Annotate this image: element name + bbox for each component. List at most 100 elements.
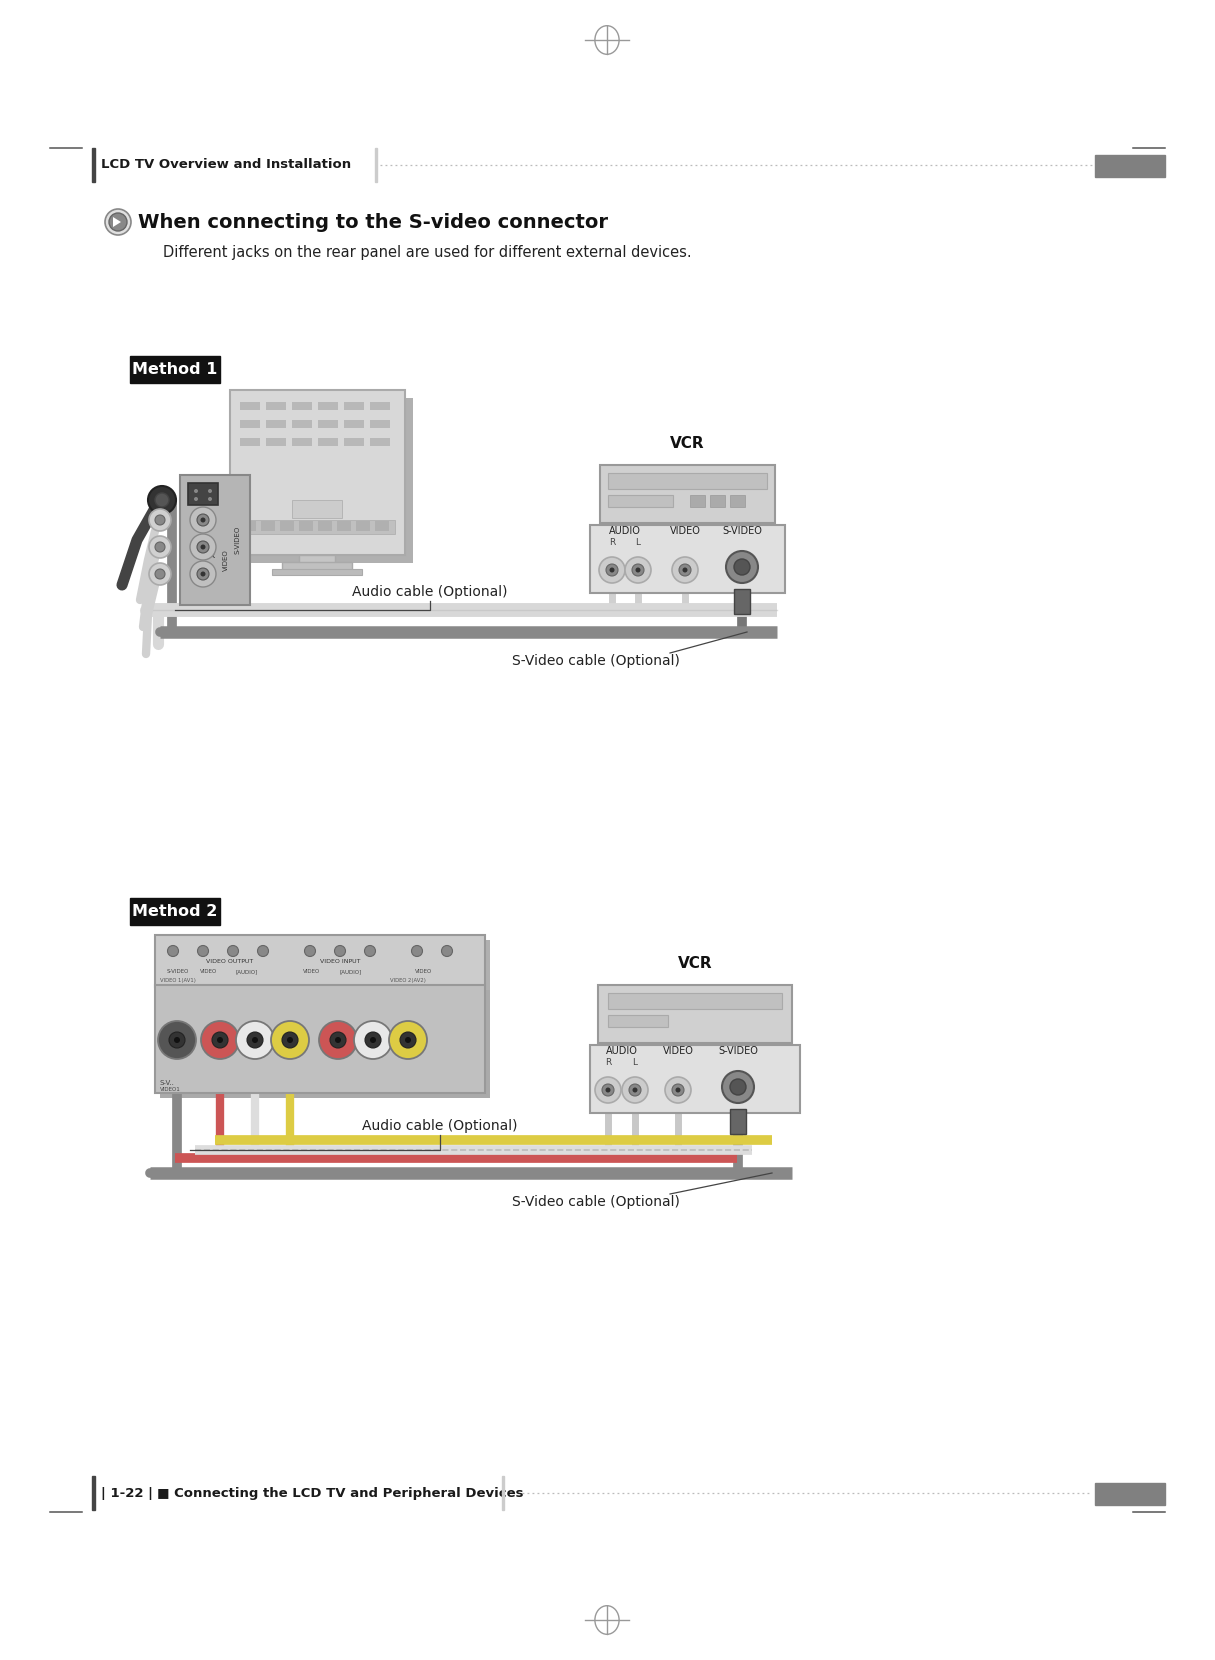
Bar [318,420,338,428]
Bar [241,438,260,447]
Circle shape [320,1021,357,1059]
Circle shape [156,515,165,525]
Circle shape [271,1021,309,1059]
Circle shape [197,568,209,579]
Circle shape [622,1077,648,1102]
Circle shape [149,563,171,584]
Bar [730,1109,746,1134]
Bar [160,940,490,993]
Text: VIDEO OUTPUT: VIDEO OUTPUT [207,959,254,964]
Circle shape [197,541,209,553]
Text: [AUDIO]: [AUDIO] [234,969,258,974]
Circle shape [441,946,452,956]
Circle shape [606,564,618,576]
Circle shape [149,510,171,531]
Circle shape [287,1038,293,1042]
Bar [318,438,338,447]
Bar [230,390,405,554]
Text: LCD TV Overview and Installation: LCD TV Overview and Installation [101,158,351,171]
Circle shape [227,946,238,956]
Circle shape [156,569,165,579]
Bar [160,989,490,1097]
Circle shape [633,1087,638,1092]
Bar [156,935,485,988]
Bar [266,402,286,410]
Text: VIDEO INPUT: VIDEO INPUT [320,959,361,964]
Bar [279,521,294,531]
Bar [608,495,673,506]
Bar [590,525,785,593]
Circle shape [400,1033,416,1047]
Text: S-VIDEO: S-VIDEO [718,1046,758,1056]
Bar [282,563,352,569]
Circle shape [364,1033,382,1047]
Circle shape [247,1033,262,1047]
Circle shape [149,536,171,558]
Polygon shape [113,217,122,227]
Text: When connecting to the S-video connector: When connecting to the S-video connector [139,212,608,231]
Bar [598,984,792,1042]
Circle shape [632,564,644,576]
Circle shape [635,568,640,573]
Bar [371,438,390,447]
Circle shape [405,1038,411,1042]
Text: S-VIDEO: S-VIDEO [234,526,241,554]
Circle shape [156,543,165,553]
Bar [241,520,395,535]
Circle shape [599,558,625,583]
Text: S-Video cable (Optional): S-Video cable (Optional) [513,654,680,667]
Circle shape [412,946,423,956]
Text: R: R [609,538,615,548]
Text: VIDEO: VIDEO [303,969,321,974]
Circle shape [334,946,345,956]
Circle shape [330,1033,346,1047]
Circle shape [629,1084,642,1096]
Circle shape [595,1077,621,1102]
Text: AUDIO: AUDIO [609,526,642,536]
Circle shape [236,1021,275,1059]
Text: VIDEO 1(AV1): VIDEO 1(AV1) [160,978,196,983]
Circle shape [190,506,216,533]
Bar [292,420,312,428]
Text: R: R [605,1057,611,1067]
Circle shape [305,946,316,956]
Text: S-V..: S-V.. [160,1081,175,1086]
Circle shape [200,518,205,523]
Text: S-Video cable (Optional): S-Video cable (Optional) [513,1195,680,1208]
Bar [318,521,332,531]
Circle shape [190,561,216,588]
Bar [292,402,312,410]
Circle shape [610,568,615,573]
Text: AV3: AV3 [211,543,217,556]
Circle shape [252,1038,258,1042]
Circle shape [722,1071,755,1102]
Circle shape [174,1038,180,1042]
Text: VIDEO: VIDEO [224,549,228,571]
Bar [156,984,485,1092]
Text: VIDEO: VIDEO [416,969,433,974]
Text: VIDEO: VIDEO [669,526,700,536]
Circle shape [679,564,691,576]
Bar [600,465,775,523]
Bar [130,898,220,925]
Circle shape [371,1038,375,1042]
Circle shape [200,1021,239,1059]
Circle shape [208,490,211,493]
Bar [375,521,389,531]
Bar [344,438,364,447]
Circle shape [208,496,211,501]
Circle shape [665,1077,691,1102]
Text: S-VIDEO: S-VIDEO [166,969,190,974]
Bar [188,483,217,505]
Circle shape [601,1084,614,1096]
Text: AUDIO: AUDIO [606,1046,638,1056]
Bar [608,473,767,490]
Bar [356,521,371,531]
Text: ■ Connecting the LCD TV and Peripheral Devices: ■ Connecting the LCD TV and Peripheral D… [157,1486,524,1499]
Bar [292,500,341,518]
Circle shape [730,1079,746,1096]
Text: VIDEO 2(AV2): VIDEO 2(AV2) [390,978,426,983]
Text: Audio cable (Optional): Audio cable (Optional) [352,584,508,599]
Text: Different jacks on the rear panel are used for different external devices.: Different jacks on the rear panel are us… [163,244,691,259]
Bar [266,420,286,428]
